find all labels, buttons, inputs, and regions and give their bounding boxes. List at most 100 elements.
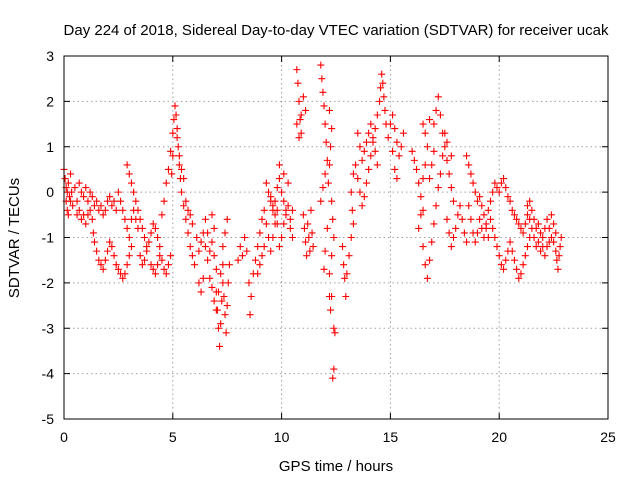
data-point [254, 270, 262, 278]
data-point [317, 197, 325, 205]
data-point [354, 175, 362, 183]
data-point [121, 215, 129, 223]
data-point [88, 193, 96, 201]
data-point [389, 111, 397, 119]
data-point [545, 238, 553, 246]
data-point [471, 238, 479, 246]
data-point [532, 224, 540, 232]
x-tick-label: 20 [491, 429, 507, 445]
data-point [247, 292, 255, 300]
data-point [125, 252, 133, 260]
data-point [162, 179, 170, 187]
data-point [269, 202, 277, 210]
data-point [67, 170, 75, 178]
data-point [182, 215, 190, 223]
y-axis-title: SDTVAR / TECUs [6, 178, 23, 298]
data-point [506, 197, 514, 205]
chart-title: Day 224 of 2018, Sidereal Day-to-day VTE… [64, 22, 609, 39]
data-point [300, 224, 308, 232]
data-point [384, 134, 392, 142]
data-point [430, 220, 438, 228]
data-point [295, 134, 303, 142]
data-point [328, 292, 336, 300]
data-point [64, 211, 72, 219]
data-point [258, 215, 266, 223]
data-point [254, 243, 262, 251]
data-point [508, 247, 516, 255]
data-point [269, 234, 277, 241]
y-tick-label: 3 [46, 48, 54, 64]
data-point [89, 229, 97, 237]
data-point [463, 152, 471, 160]
data-point [305, 234, 313, 241]
data-point [397, 143, 405, 151]
data-point [297, 129, 305, 137]
y-tick-label: 1 [46, 139, 54, 155]
data-point [471, 188, 479, 196]
data-point [467, 170, 475, 178]
data-point [458, 215, 466, 223]
data-point [169, 129, 177, 137]
data-point [197, 288, 205, 296]
data-point [182, 197, 190, 205]
data-point [539, 234, 547, 241]
data-point [304, 220, 312, 228]
data-point [320, 265, 328, 273]
data-point [465, 161, 473, 169]
data-point [348, 206, 356, 214]
data-point [530, 215, 538, 223]
data-point [319, 184, 327, 192]
data-point [234, 256, 242, 264]
data-point [158, 256, 166, 264]
data-point [162, 270, 170, 278]
data-point [419, 175, 427, 183]
data-point [147, 229, 155, 237]
data-point [204, 256, 212, 264]
data-point [521, 220, 529, 228]
data-point [513, 215, 521, 223]
data-point [352, 161, 360, 169]
data-point [110, 197, 118, 205]
data-point [308, 229, 316, 237]
data-point [325, 106, 333, 114]
data-point [447, 152, 455, 160]
data-point [553, 256, 561, 264]
data-point [323, 224, 331, 232]
data-point [356, 188, 364, 196]
data-point [188, 220, 196, 228]
data-point [447, 184, 455, 192]
data-point [329, 374, 337, 382]
data-point [443, 215, 451, 223]
data-point [519, 261, 527, 269]
data-point [434, 93, 442, 101]
data-point [377, 84, 385, 92]
data-point [497, 179, 505, 187]
data-point [101, 256, 109, 264]
data-point [104, 247, 112, 255]
y-tick-label: 0 [46, 184, 54, 200]
data-point [450, 234, 458, 241]
data-point [319, 88, 327, 96]
data-point [224, 279, 232, 287]
data-point [186, 211, 194, 219]
data-point [75, 179, 83, 187]
data-point [428, 161, 436, 169]
data-point [90, 202, 98, 210]
data-point [262, 179, 270, 187]
data-point [556, 243, 564, 251]
data-point [63, 188, 71, 196]
data-point [340, 261, 348, 269]
data-point [373, 161, 381, 169]
data-point [88, 215, 96, 223]
data-point [136, 252, 144, 260]
data-point [426, 256, 434, 264]
data-point [379, 79, 387, 87]
data-point [482, 224, 490, 232]
data-point [523, 243, 531, 251]
data-point [212, 265, 220, 273]
data-point [534, 238, 542, 246]
data-point [506, 238, 514, 246]
data-point [112, 206, 120, 214]
data-point [219, 261, 227, 269]
